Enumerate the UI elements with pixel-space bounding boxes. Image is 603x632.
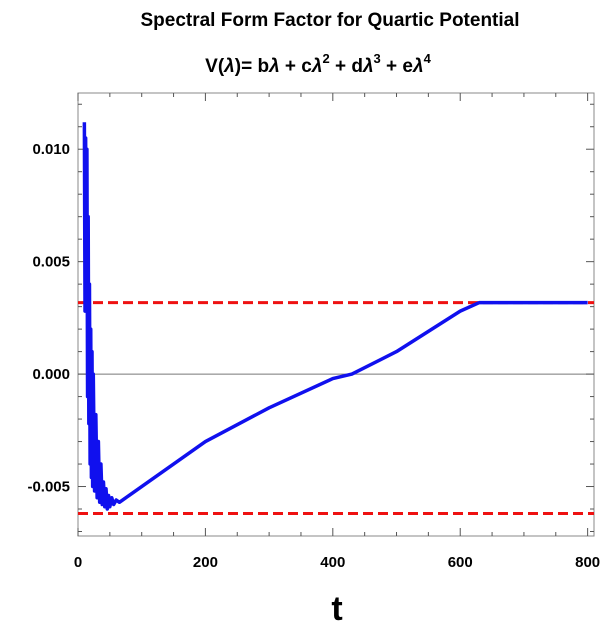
x-tick-label: 800 [575, 554, 600, 571]
series-layer [82, 122, 588, 511]
x-tick-label: 200 [193, 554, 218, 571]
axis-ticks [77, 93, 594, 536]
plot-frame [77, 92, 595, 537]
y-tick-label: -0.005 [27, 479, 70, 496]
y-tick-label: 0.010 [32, 141, 70, 158]
y-tick-label: 0.000 [32, 366, 70, 383]
x-tick-label: 400 [320, 554, 345, 571]
x-tick-label: 600 [448, 554, 473, 571]
reference-lines [78, 301, 594, 516]
chart-subtitle: V(λ)= bλ + cλ2 + dλ3 + eλ4 [205, 51, 431, 77]
x-tick-label: 0 [74, 554, 82, 571]
x-axis-label: t [331, 590, 342, 628]
chart-title: Spectral Form Factor for Quartic Potenti… [140, 10, 519, 31]
tick-labels: 0 200 400 600 800 -0.005 0.000 0.005 0.010 [27, 141, 600, 571]
y-tick-label: 0.005 [32, 254, 70, 271]
series-line-0 [82, 122, 588, 511]
